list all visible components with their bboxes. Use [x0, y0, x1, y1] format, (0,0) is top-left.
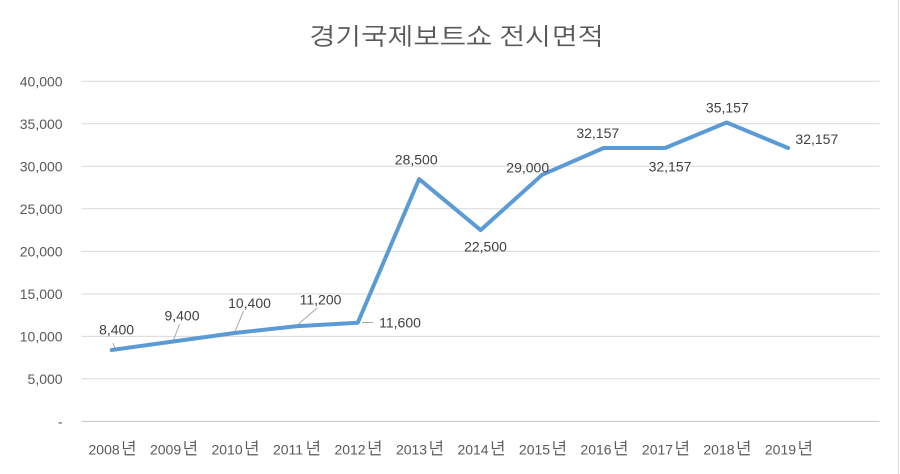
svg-text:15,000: 15,000: [20, 286, 63, 302]
svg-text:32,157: 32,157: [795, 131, 838, 147]
svg-text:5,000: 5,000: [28, 371, 63, 387]
svg-text:2011: 2011: [273, 441, 303, 457]
svg-text:2019: 2019: [765, 441, 796, 457]
svg-text:2017: 2017: [642, 441, 673, 457]
svg-text:2013: 2013: [396, 441, 427, 457]
svg-text:28,500: 28,500: [395, 152, 438, 168]
svg-text:22,500: 22,500: [464, 239, 507, 255]
svg-text:10,000: 10,000: [20, 328, 63, 344]
svg-text:2016: 2016: [580, 441, 611, 457]
svg-text:2009: 2009: [150, 441, 181, 457]
svg-text:2014: 2014: [457, 441, 488, 457]
svg-text:20,000: 20,000: [20, 243, 63, 259]
svg-text:11,600: 11,600: [379, 315, 421, 331]
svg-text:-: -: [58, 413, 63, 429]
svg-text:30,000: 30,000: [20, 158, 63, 174]
svg-text:9,400: 9,400: [164, 308, 199, 324]
svg-text:2012: 2012: [334, 441, 365, 457]
svg-text:8,400: 8,400: [99, 322, 134, 338]
svg-text:32,157: 32,157: [649, 159, 692, 175]
svg-text:35,000: 35,000: [20, 116, 63, 132]
svg-text:25,000: 25,000: [20, 201, 63, 217]
svg-text:35,157: 35,157: [706, 100, 749, 116]
svg-text:2015: 2015: [519, 441, 550, 457]
svg-text:2008: 2008: [89, 441, 120, 457]
svg-text:11,200: 11,200: [300, 292, 342, 308]
svg-text:40,000: 40,000: [20, 73, 63, 89]
svg-text:2018: 2018: [703, 441, 734, 457]
svg-text:2010: 2010: [211, 441, 242, 457]
svg-text:32,157: 32,157: [576, 125, 619, 141]
svg-text:29,000: 29,000: [506, 160, 549, 176]
svg-text:10,400: 10,400: [228, 295, 271, 311]
